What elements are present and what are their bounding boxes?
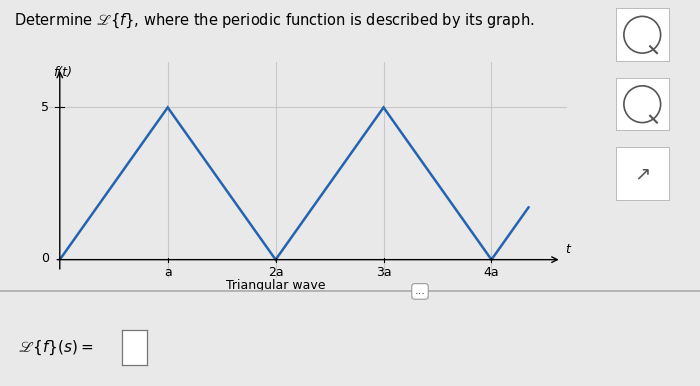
Text: 4a: 4a: [484, 266, 499, 279]
Text: ...: ...: [414, 286, 426, 296]
Text: 2a: 2a: [268, 266, 284, 279]
Text: 5: 5: [41, 101, 49, 114]
Text: f(t): f(t): [53, 66, 72, 80]
Text: $\mathscr{L}\{f\}(s) =$: $\mathscr{L}\{f\}(s) =$: [18, 338, 92, 357]
Text: ↗: ↗: [634, 164, 650, 183]
Text: a: a: [164, 266, 172, 279]
Text: 0: 0: [41, 252, 49, 265]
Text: 3a: 3a: [376, 266, 391, 279]
Text: t: t: [565, 243, 570, 256]
Text: Determine $\mathscr{L}\{f\}$, where the periodic function is described by its gr: Determine $\mathscr{L}\{f\}$, where the …: [14, 12, 535, 30]
Text: Triangular wave: Triangular wave: [226, 279, 326, 291]
